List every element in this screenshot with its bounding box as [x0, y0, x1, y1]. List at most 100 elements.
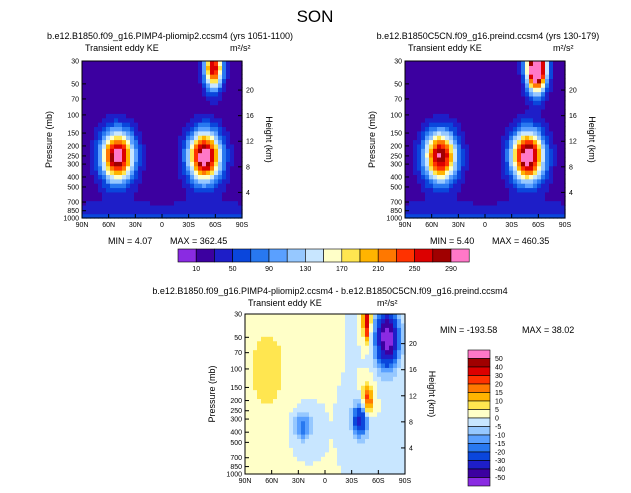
- heat-cell: [329, 465, 334, 471]
- heat-cell: [98, 108, 103, 114]
- heat-cell: [158, 135, 163, 141]
- heat-cell: [389, 460, 394, 466]
- heat-cell: [166, 113, 171, 119]
- heat-cell: [230, 108, 235, 114]
- heat-cell: [337, 407, 342, 413]
- heat-cell: [333, 456, 338, 462]
- heat-cell: [313, 420, 318, 426]
- heat-cell: [469, 82, 474, 88]
- heat-cell: [385, 331, 390, 337]
- heat-cell: [465, 148, 470, 154]
- heat-cell: [345, 438, 350, 444]
- heat-cell: [234, 100, 239, 106]
- heat-cell: [357, 442, 362, 448]
- heat-cell: [505, 78, 510, 84]
- heat-cell: [106, 191, 111, 197]
- heat-cell: [234, 213, 239, 219]
- heat-cell: [114, 74, 119, 80]
- heat-cell: [194, 139, 199, 145]
- heat-cell: [234, 187, 239, 193]
- heat-cell: [182, 191, 187, 197]
- heat-cell: [178, 117, 183, 123]
- heat-cell: [82, 69, 87, 75]
- heat-cell: [110, 196, 115, 202]
- heat-cell: [349, 314, 354, 320]
- heat-cell: [381, 327, 386, 333]
- heat-cell: [497, 178, 502, 184]
- heat-cell: [293, 336, 298, 342]
- y-tick-label: 700: [67, 200, 79, 207]
- heat-cell: [433, 156, 438, 162]
- heat-cell: [122, 170, 127, 175]
- heat-cell: [257, 314, 262, 320]
- heat-cell: [417, 122, 422, 128]
- heat-cell: [413, 78, 418, 84]
- heat-cell: [138, 187, 143, 193]
- heat-cell: [433, 108, 438, 114]
- heat-cell: [329, 389, 334, 395]
- heat-cell: [409, 165, 414, 171]
- heat-cell: [182, 156, 187, 162]
- heat-cell: [425, 82, 430, 88]
- heat-cell: [273, 420, 278, 426]
- heat-cell: [214, 113, 219, 119]
- heat-cell: [210, 143, 215, 149]
- heat-cell: [553, 135, 558, 141]
- heat-cell: [238, 161, 243, 167]
- heat-cell: [150, 104, 155, 110]
- heat-cell: [210, 200, 215, 206]
- heat-cell: [130, 135, 135, 141]
- heat-cell: [277, 336, 282, 342]
- colorbar-swatch: [467, 451, 491, 461]
- heat-cell: [465, 196, 470, 202]
- heat-cell: [257, 345, 262, 351]
- heat-cell: [533, 148, 538, 154]
- heat-cell: [513, 143, 518, 149]
- heat-cell: [249, 434, 254, 440]
- heat-cell: [389, 376, 394, 382]
- heat-cell: [345, 429, 350, 435]
- heat-cell: [409, 78, 414, 84]
- heat-cell: [269, 362, 274, 368]
- heat-cell: [397, 376, 402, 382]
- heat-cell: [277, 362, 282, 368]
- heat-cell: [210, 139, 215, 145]
- heat-cell: [393, 371, 398, 377]
- heat-cell: [245, 318, 250, 324]
- heat-cell: [230, 74, 235, 80]
- heat-cell: [465, 139, 470, 145]
- heat-cell: [549, 100, 554, 106]
- heat-cell: [142, 126, 147, 132]
- heat-cell: [305, 362, 310, 368]
- heat-cell: [525, 91, 530, 97]
- heat-cell: [445, 174, 450, 180]
- heat-cell: [393, 416, 398, 422]
- heat-cell: [154, 191, 159, 197]
- heat-cell: [269, 460, 274, 466]
- heat-cell: [501, 91, 506, 97]
- heat-cell: [545, 65, 550, 71]
- heat-cell: [90, 191, 95, 197]
- heat-cell: [162, 135, 167, 141]
- heat-cell: [341, 425, 346, 431]
- heat-cell: [130, 65, 135, 71]
- heat-cell: [238, 108, 243, 114]
- heat-cell: [98, 61, 103, 66]
- heat-cell: [529, 187, 534, 193]
- heat-cell: [230, 213, 235, 219]
- heat-cell: [289, 376, 294, 382]
- heat-cell: [214, 135, 219, 141]
- heat-cell: [377, 349, 382, 355]
- heat-cell: [337, 354, 342, 360]
- heat-cell: [517, 78, 522, 84]
- heat-cell: [337, 358, 342, 364]
- heat-cell: [90, 139, 95, 145]
- heat-cell: [174, 139, 179, 145]
- heat-cell: [317, 367, 322, 373]
- heat-cell: [182, 61, 187, 66]
- heat-cell: [441, 143, 446, 149]
- heat-cell: [301, 411, 306, 417]
- heat-cell: [489, 117, 494, 123]
- heat-cell: [393, 358, 398, 364]
- heat-cell: [501, 117, 506, 123]
